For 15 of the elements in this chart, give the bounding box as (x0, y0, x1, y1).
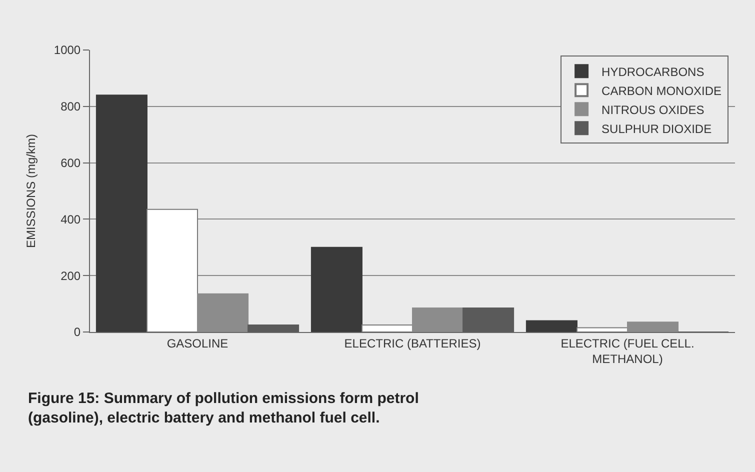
x-tick-label: GASOLINE (166, 336, 228, 350)
y-tick-label: 400 (60, 212, 81, 226)
legend-label: CARBON MONOXIDE (602, 84, 722, 98)
legend-label: HYDROCARBONS (602, 64, 704, 79)
y-axis-title: EMISSIONS (mg/km) (24, 134, 38, 248)
legend-label: NITROUS OXIDES (602, 102, 704, 117)
x-tick-label: ELECTRIC (FUEL CELL. METHANOL) (560, 336, 694, 366)
y-tick-label: 200 (60, 268, 81, 283)
caption: Figure 15: Summary of pollution emissions form petrol (gasoline), electric battery and methanol fuel cell. (28, 390, 419, 426)
y-tick-label: 600 (60, 156, 81, 170)
y-tick-label: 800 (60, 100, 81, 114)
legend-label: SULPHUR DIOXIDE (602, 122, 712, 136)
y-tick-label: 0 (74, 325, 81, 340)
x-tick-label: ELECTRIC (BATTERIES) (344, 336, 481, 350)
y-tick-label: 1000 (54, 43, 81, 58)
